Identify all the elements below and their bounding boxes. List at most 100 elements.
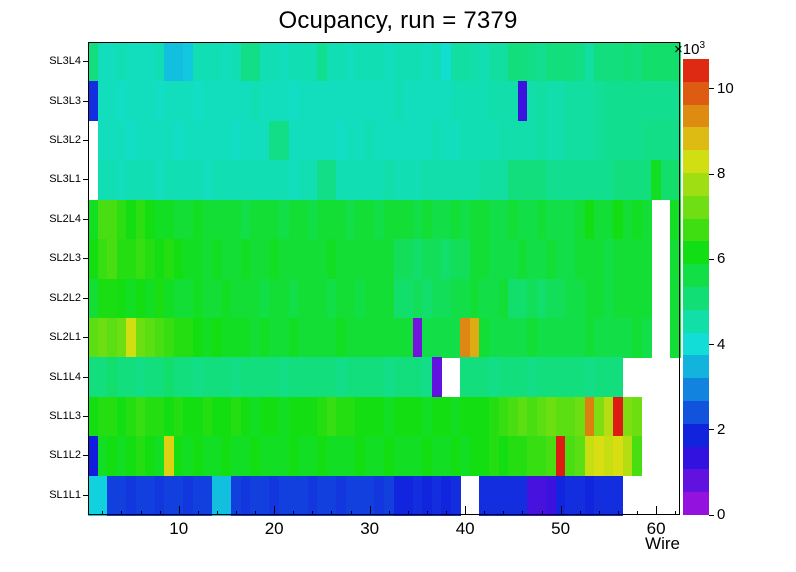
heatmap-cell xyxy=(565,436,576,477)
heatmap-cell xyxy=(88,81,99,122)
heatmap-cell xyxy=(603,42,614,83)
heatmap-cell xyxy=(574,278,586,319)
heatmap-cell xyxy=(527,120,538,161)
heatmap-cell xyxy=(508,160,519,201)
heatmap-cell xyxy=(355,396,366,437)
heatmap-cell xyxy=(479,357,490,398)
heatmap-cell xyxy=(107,317,118,358)
heatmap-cell xyxy=(489,239,500,280)
heatmap-cell xyxy=(431,278,442,319)
heatmap-cell xyxy=(278,120,290,161)
colorbar-segment xyxy=(683,378,709,401)
heatmap-cell xyxy=(641,239,652,280)
heatmap-cell xyxy=(221,81,232,122)
heatmap-cell xyxy=(641,160,652,201)
heatmap-cell xyxy=(584,357,595,398)
heatmap-cell xyxy=(441,160,452,201)
heatmap-cell xyxy=(660,81,672,122)
heatmap-cell xyxy=(298,42,309,83)
heatmap-cell xyxy=(317,475,328,516)
heatmap-cell xyxy=(193,475,204,516)
heatmap-cell xyxy=(193,81,204,122)
heatmap-cell xyxy=(403,278,414,319)
heatmap-cell xyxy=(97,475,108,516)
heatmap-cell xyxy=(183,357,194,398)
heatmap-cell xyxy=(307,42,318,83)
heatmap-cell xyxy=(97,357,108,398)
heatmap-cell xyxy=(97,317,108,358)
heatmap-cell xyxy=(250,160,261,201)
heatmap-cell xyxy=(555,199,566,240)
heatmap-cell xyxy=(460,436,471,477)
heatmap-cell xyxy=(202,278,213,319)
heatmap-cell xyxy=(469,120,481,161)
heatmap-cell xyxy=(202,396,213,437)
colorbar-segment xyxy=(683,150,709,173)
heatmap-cell xyxy=(364,475,376,516)
heatmap-cell xyxy=(326,199,337,240)
colorbar-segment xyxy=(683,218,709,242)
heatmap-cell xyxy=(250,357,261,398)
heatmap-cell xyxy=(221,160,232,201)
heatmap-cell xyxy=(154,475,165,516)
heatmap-cell xyxy=(278,396,290,437)
heatmap-cell xyxy=(517,317,528,358)
heatmap-cell xyxy=(670,42,681,83)
colorbar-segment xyxy=(683,400,709,424)
heatmap-cell xyxy=(135,475,146,516)
heatmap-cell xyxy=(288,120,299,161)
heatmap-cell xyxy=(307,81,318,122)
heatmap-cell xyxy=(393,239,404,280)
heatmap-cell xyxy=(193,317,204,358)
heatmap-cell xyxy=(374,475,385,516)
heatmap-cell xyxy=(479,199,490,240)
y-tick xyxy=(83,61,89,63)
heatmap-cell xyxy=(307,317,318,358)
heatmap-cell xyxy=(670,160,681,201)
x-tick-label: 50 xyxy=(551,519,571,538)
heatmap-cell xyxy=(584,160,595,201)
heatmap-cell xyxy=(555,396,566,437)
heatmap-cell xyxy=(135,120,146,161)
heatmap-cell xyxy=(145,81,156,122)
x-minor-tick xyxy=(197,511,199,515)
x-minor-tick xyxy=(426,511,428,515)
heatmap-cell xyxy=(193,42,204,83)
heatmap-cell xyxy=(603,396,614,437)
heatmap-cell xyxy=(126,317,137,358)
heatmap-cell xyxy=(594,199,605,240)
heatmap-cell xyxy=(317,436,328,477)
heatmap-cell xyxy=(641,278,652,319)
heatmap-cell xyxy=(632,199,643,240)
heatmap-cell xyxy=(670,278,681,319)
heatmap-cell xyxy=(384,199,395,240)
heatmap-cell xyxy=(479,475,490,516)
colorbar-tick xyxy=(709,514,714,516)
heatmap-cell xyxy=(517,81,528,122)
heatmap-cell xyxy=(107,436,118,477)
heatmap-cell xyxy=(412,81,423,122)
heatmap-cell xyxy=(479,278,490,319)
heatmap-cell xyxy=(345,160,356,201)
heatmap-cell xyxy=(221,436,232,477)
heatmap-cell xyxy=(250,475,261,516)
x-minor-tick xyxy=(102,511,104,515)
heatmap-cell xyxy=(164,278,175,319)
heatmap-cell xyxy=(508,278,519,319)
heatmap-cell xyxy=(116,42,127,83)
heatmap-cell xyxy=(536,475,547,516)
heatmap-cell xyxy=(231,160,242,201)
heatmap-cell xyxy=(202,81,213,122)
heatmap-cell xyxy=(412,475,423,516)
heatmap-cell xyxy=(345,239,356,280)
heatmap-cell xyxy=(498,317,509,358)
heatmap-cell xyxy=(336,357,347,398)
heatmap-cell xyxy=(469,81,481,122)
heatmap-cell xyxy=(508,81,519,122)
heatmap-cell xyxy=(336,396,347,437)
heatmap-cell xyxy=(336,317,347,358)
heatmap-cell xyxy=(584,278,595,319)
heatmap-cell xyxy=(288,199,299,240)
colorbar-segment xyxy=(683,446,709,470)
x-tick-label: 20 xyxy=(264,519,284,538)
